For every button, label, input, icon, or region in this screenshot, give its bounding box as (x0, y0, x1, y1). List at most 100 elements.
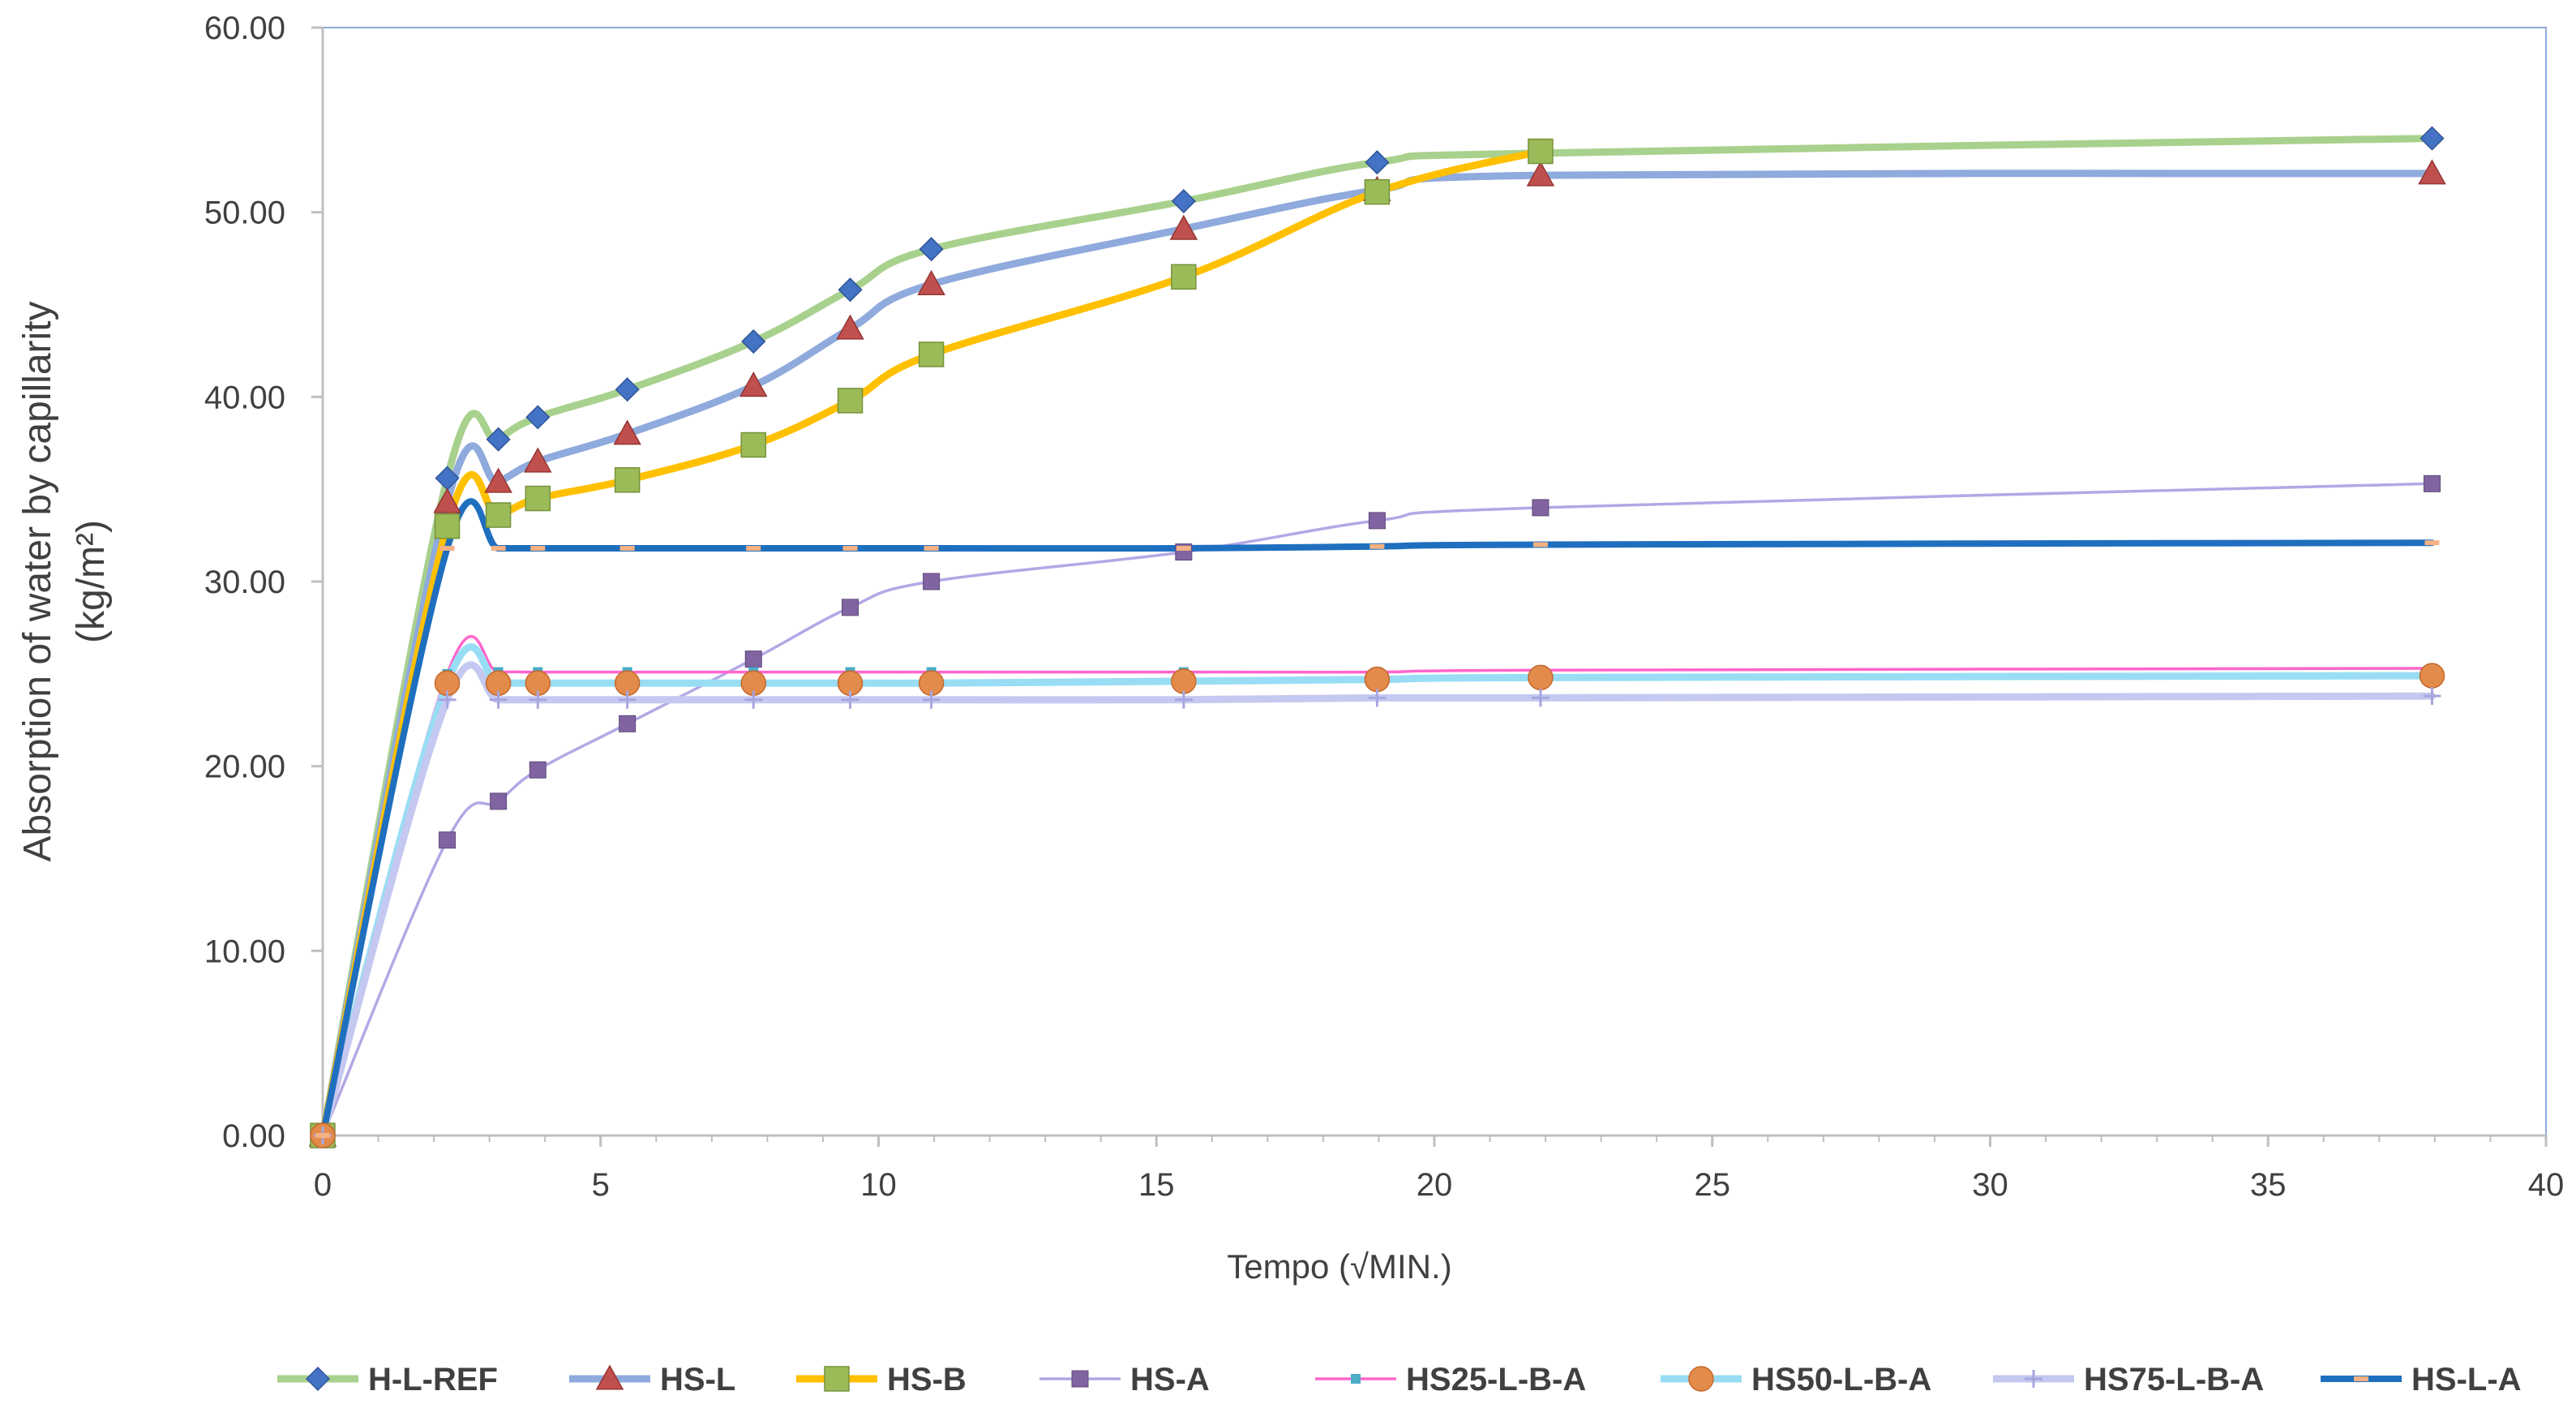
legend-item-hs75-l-b-a: HS75-L-B-A (1993, 1362, 2264, 1397)
legend-swatch-marker (1688, 1366, 1714, 1392)
series-line-hs-a (321, 482, 2434, 1137)
data-point-hs-l-10 (1526, 161, 1555, 187)
x-tick-label: 15 (1138, 1167, 1175, 1203)
data-point-hs75-l-b-a-9 (1368, 689, 1387, 707)
legend-swatch-marker (1351, 1374, 1361, 1384)
x-tick-label: 20 (1417, 1167, 1453, 1203)
data-point-hs75-l-b-a-1 (438, 690, 456, 709)
data-point-hs-a-6 (842, 599, 859, 616)
data-point-hs75-l-b-a-8 (1174, 690, 1193, 709)
data-point-hs-b-7 (918, 341, 945, 367)
data-point-hs75-l-b-a-2 (489, 690, 508, 709)
data-point-hs-l-a-8 (1176, 546, 1191, 552)
y-tick-label: 50.00 (204, 195, 285, 231)
x-tick-label: 5 (592, 1167, 610, 1203)
data-point-hs-a-7 (923, 573, 941, 590)
legend-label: HS-L (660, 1362, 735, 1397)
legend-label: HS75-L-B-A (2084, 1362, 2264, 1397)
data-point-hs50-l-b-a-10 (1528, 664, 1554, 691)
data-point-hs50-l-b-a-11 (2419, 663, 2445, 689)
data-point-hs-a-5 (744, 650, 762, 668)
y-tick-label: 40.00 (204, 380, 285, 415)
data-point-hs-b-1 (434, 513, 461, 539)
data-point-hs-l-1 (433, 487, 461, 513)
legend-label: HS-L-A (2411, 1362, 2522, 1397)
data-point-hs-a-9 (1368, 512, 1386, 530)
legend-item-hs-l: HS-L (569, 1362, 735, 1397)
data-point-h-l-ref-7 (919, 237, 944, 262)
data-point-hs-l-a-7 (924, 546, 939, 552)
series-line-hs75-l-b-a (319, 661, 2436, 1140)
data-point-hs75-l-b-a-5 (744, 690, 763, 709)
data-point-hs-l-11 (2418, 159, 2446, 185)
data-point-hs-b-9 (1364, 178, 1391, 205)
data-point-hs-b-3 (525, 485, 551, 512)
y-axis-title-line-2: (kg/m²) (70, 520, 113, 643)
data-point-hs-b-5 (740, 431, 767, 458)
data-point-hs-l-a-1 (439, 546, 455, 552)
data-point-h-l-ref-4 (615, 377, 640, 402)
data-point-h-l-ref-5 (741, 328, 766, 354)
data-point-hs-l-a-3 (530, 546, 546, 552)
data-point-hs-a-3 (529, 761, 546, 779)
series-lines (319, 135, 2436, 1140)
x-tick-label: 30 (1972, 1167, 2008, 1203)
legend-swatch-marker (305, 1366, 331, 1392)
data-point-hs-b-2 (485, 502, 512, 528)
legend-swatch-marker (595, 1364, 624, 1390)
legend-label: HS-B (887, 1362, 967, 1397)
data-point-hs75-l-b-a-7 (922, 690, 941, 709)
series-line-hs-l (319, 170, 2436, 1140)
data-point-hs75-l-b-a-4 (618, 690, 636, 709)
data-point-h-l-ref-6 (838, 277, 863, 303)
y-tick-label: 10.00 (204, 934, 285, 969)
data-point-hs-l-2 (484, 467, 512, 493)
data-point-hs-a-11 (2423, 474, 2441, 492)
data-point-h-l-ref-9 (1365, 150, 1390, 175)
data-point-hs-b-6 (837, 388, 864, 414)
series-markers (308, 126, 2446, 1148)
data-point-hs-a-4 (619, 715, 636, 732)
y-tick-label: 20.00 (204, 749, 285, 785)
series-line-hs-l-a (319, 498, 2436, 1139)
legend-swatch-marker (2025, 1370, 2042, 1388)
data-point-hs-l-a-4 (619, 546, 635, 552)
legend-label: HS50-L-B-A (1751, 1362, 1931, 1397)
y-tick-label: 30.00 (204, 565, 285, 600)
data-point-h-l-ref-3 (525, 405, 551, 430)
legend-item-hs-b: HS-B (796, 1362, 967, 1397)
data-point-hs-l-6 (836, 314, 864, 340)
data-point-hs-a-1 (439, 831, 456, 849)
x-tick-label: 10 (860, 1167, 897, 1203)
data-point-hs-b-10 (1528, 138, 1554, 165)
data-point-hs-l-a-9 (1369, 543, 1385, 549)
legend-label: HS25-L-B-A (1406, 1362, 1586, 1397)
data-point-h-l-ref-8 (1171, 188, 1196, 214)
legend-item-h-l-ref: H-L-REF (277, 1362, 498, 1397)
series-line-hs50-l-b-a (319, 643, 2436, 1140)
x-tick-label: 35 (2250, 1167, 2287, 1203)
y-tick-label: 60.00 (204, 11, 285, 46)
legend-label: H-L-REF (368, 1362, 498, 1397)
data-point-hs75-l-b-a-3 (529, 690, 547, 709)
series-line-hs-b (319, 148, 1545, 1140)
legend-label: HS-A (1130, 1362, 1210, 1397)
data-point-hs75-l-b-a-10 (1531, 689, 1549, 707)
data-point-hs-l-a-0 (315, 1133, 330, 1138)
data-point-h-l-ref-11 (2420, 126, 2445, 151)
plot-area-frame (322, 27, 2547, 1136)
data-point-hs75-l-b-a-6 (841, 690, 859, 709)
x-axis-title: Tempo (√MIN.) (1227, 1247, 1451, 1286)
x-tick-label: 0 (314, 1167, 332, 1203)
legend-item-hs50-l-b-a: HS50-L-B-A (1661, 1362, 1931, 1397)
data-point-h-l-ref-2 (486, 427, 511, 452)
axes: 0.00 10.00 20.00 30.00 40.00 50.00 60.00 0 5 10 15… (204, 11, 2564, 1203)
data-point-hs75-l-b-a-11 (2423, 687, 2441, 706)
data-point-hs-l-4 (613, 419, 641, 445)
legend-swatch-marker (1071, 1370, 1089, 1388)
data-point-hs-l-a-5 (746, 546, 761, 552)
data-point-hs50-l-b-a-8 (1171, 668, 1197, 694)
data-point-hs-l-5 (739, 371, 768, 397)
data-point-hs-l-8 (1169, 214, 1198, 240)
